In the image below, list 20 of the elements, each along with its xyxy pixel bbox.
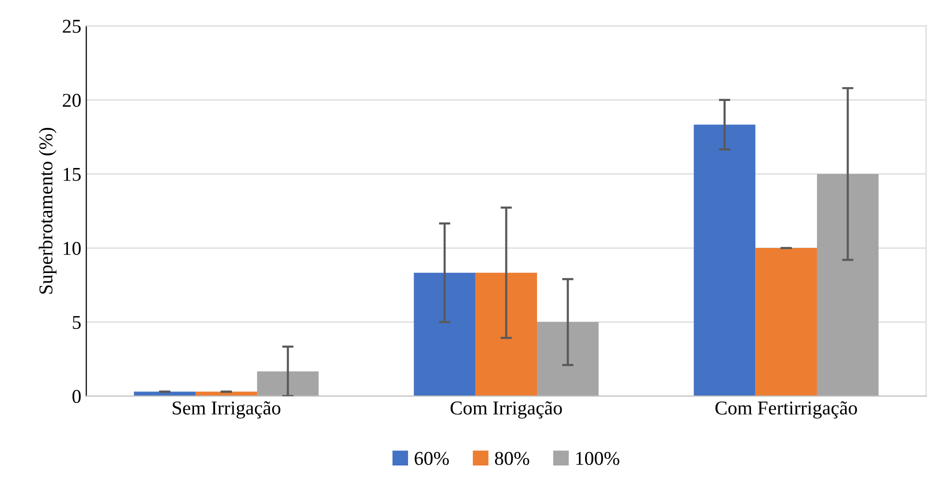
- y-tick-label: 15: [64, 168, 81, 181]
- y-tick-label: 25: [62, 20, 81, 33]
- x-tick-label: Com Fertirrigação: [715, 401, 857, 419]
- legend-label: 100%: [576, 452, 620, 466]
- bar: [475, 272, 538, 396]
- bar: [694, 124, 756, 396]
- bar: [755, 248, 817, 396]
- y-tick-label: 0: [72, 390, 81, 404]
- x-tick-label: Com Irrigação: [450, 401, 562, 419]
- legend-label: 80%: [494, 452, 530, 466]
- bar: [816, 174, 879, 396]
- bar: [537, 322, 599, 396]
- bar: [257, 371, 319, 396]
- y-axis-title: Superbrotamento (%): [38, 128, 56, 294]
- bar: [414, 272, 476, 396]
- legend-label: 60%: [414, 452, 449, 466]
- y-tick-label: 10: [64, 242, 81, 255]
- x-tick-label: Sem Irrigação: [172, 401, 280, 419]
- y-tick-label: 20: [62, 94, 81, 107]
- y-tick-label: 5: [72, 316, 81, 329]
